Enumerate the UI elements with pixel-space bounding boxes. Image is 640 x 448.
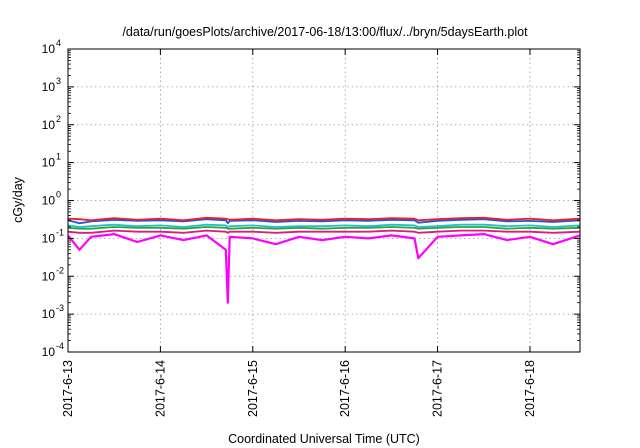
y-tick-label: 10 0: [42, 190, 61, 208]
y-tick-exponent: 1: [56, 152, 61, 162]
y-tick-base: 10: [42, 345, 56, 359]
y-tick-label: 10 2: [42, 114, 61, 132]
y-tick-label: 10 -4: [42, 341, 64, 359]
y-tick-exponent: -3: [56, 303, 64, 313]
y-tick-base: 10: [42, 194, 56, 208]
y-tick-exponent: 0: [56, 190, 61, 200]
series-line-1: [67, 216, 581, 222]
x-tick-label: 2017-6-14: [153, 360, 167, 417]
y-tick-base: 10: [42, 269, 56, 283]
y-tick-label: 10 -3: [42, 303, 64, 321]
y-tick-base: 10: [42, 307, 56, 321]
y-tick-exponent: -2: [56, 265, 64, 275]
y-tick-base: 10: [42, 156, 56, 170]
y-tick-exponent: 3: [56, 76, 61, 86]
x-axis-label: Coordinated Universal Time (UTC): [228, 432, 420, 446]
y-tick-label: 10 -2: [42, 265, 64, 283]
series-line-3: [67, 223, 581, 228]
y-tick-base: 10: [42, 118, 56, 132]
y-tick-exponent: -1: [56, 227, 64, 237]
series-group: [67, 216, 581, 304]
series-line-2: [67, 218, 581, 225]
y-tick-exponent: 2: [56, 114, 61, 124]
x-tick-label: 2017-6-17: [431, 360, 445, 417]
series-line-6: [67, 233, 581, 304]
x-tick-label: 2017-6-15: [246, 360, 260, 417]
y-tick-label: 10 1: [42, 152, 61, 170]
y-tick-label: 10 4: [42, 38, 61, 56]
x-tick-label: 2017-6-18: [523, 360, 537, 417]
y-axis-label: cGy/day: [11, 176, 25, 223]
y-tick-base: 10: [42, 80, 56, 94]
x-tick-label: 2017-6-13: [61, 360, 75, 417]
chart-title: /data/run/goesPlots/archive/2017-06-18/1…: [122, 25, 528, 39]
y-tick-base: 10: [42, 42, 56, 56]
series-line-4: [67, 226, 581, 230]
y-tick-label: 10 3: [42, 76, 61, 94]
x-axis-ticks: 2017-6-13 2017-6-14 2017-6-15 2017-6-16 2017…: [61, 49, 537, 417]
y-tick-label: 10 -1: [42, 227, 64, 245]
series-line-5: [67, 229, 581, 234]
y-tick-base: 10: [42, 231, 56, 245]
y-tick-exponent: 4: [56, 38, 61, 48]
gridlines: [68, 49, 580, 352]
x-tick-label: 2017-6-16: [338, 360, 352, 417]
y-tick-exponent: -4: [56, 341, 64, 351]
